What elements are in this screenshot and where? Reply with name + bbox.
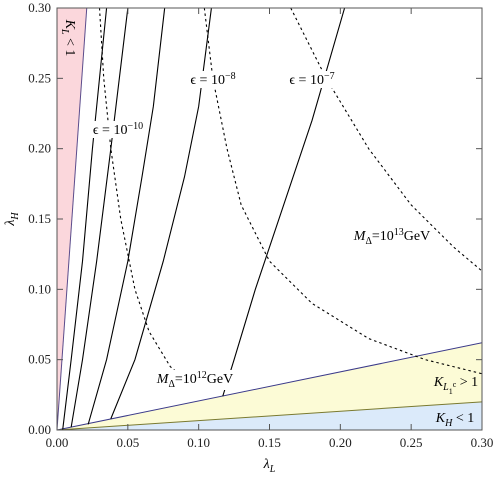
x-tick-label: 0.20 [329, 435, 352, 450]
label-part: M [156, 372, 170, 387]
label-part: 12 [197, 370, 207, 381]
label-bg [288, 71, 336, 88]
label-part: GeV [404, 229, 430, 244]
label-part: =10 [372, 229, 394, 244]
label: KL < 1 [59, 19, 77, 57]
label-part: −10 [127, 121, 143, 132]
label-part: H [444, 418, 453, 429]
label-part: GeV [207, 372, 233, 387]
label-part: −8 [225, 71, 236, 82]
x-tick-label: 0.25 [400, 435, 423, 450]
curve [87, 8, 166, 425]
label-bg [91, 121, 145, 138]
label-part: 13 [394, 227, 404, 238]
label: ϵ = 10−10 [93, 121, 143, 138]
label-bg [154, 370, 235, 390]
label-part: Δ [168, 379, 175, 390]
label-bg [189, 71, 237, 88]
label: λH [3, 212, 21, 227]
label-part: L [59, 28, 70, 35]
x-tick-label: 0.05 [116, 435, 139, 450]
label-part: K [435, 411, 446, 426]
curve [98, 8, 200, 392]
label-part: λ [263, 457, 270, 472]
label-part: L [442, 382, 449, 393]
label-part: c [453, 380, 457, 389]
curve [110, 8, 212, 419]
label-bg [351, 227, 432, 247]
curve [70, 8, 129, 428]
label-part: < 1 [452, 411, 474, 426]
label: MΔ=1012GeV [156, 370, 233, 390]
boundary-line [57, 342, 482, 430]
y-tick-label: 0.10 [28, 281, 51, 296]
y-tick-label: 0.25 [28, 70, 51, 85]
y-tick-label: 0.00 [28, 422, 51, 437]
label-part: 1 [449, 387, 453, 396]
x-tick-label: 0.10 [187, 435, 210, 450]
label-part: λ [3, 220, 18, 227]
label-part: =10 [175, 372, 197, 387]
y-tick-label: 0.20 [28, 141, 51, 156]
label: λL [263, 457, 276, 475]
label-part: L [269, 464, 276, 475]
y-tick-label: 0.15 [28, 211, 51, 226]
label-part: −7 [324, 71, 335, 82]
curve [290, 8, 482, 272]
label: ϵ = 10−8 [190, 71, 235, 88]
label-part: Δ [365, 236, 372, 247]
curve [203, 8, 482, 375]
curve [62, 8, 108, 430]
label-part: < 1 [62, 35, 77, 57]
label-part: K [62, 19, 77, 30]
label-part: H [10, 212, 21, 221]
label-part: ϵ = 10 [190, 73, 225, 88]
label: KL1c > 1 [433, 375, 478, 396]
x-tick-label: 0.00 [46, 435, 69, 450]
label: MΔ=1013GeV [353, 227, 430, 247]
label-part: K [433, 375, 444, 390]
curve [222, 8, 346, 397]
label-part: > 1 [456, 375, 478, 390]
label: KH < 1 [435, 411, 474, 429]
y-tick-label: 0.30 [28, 0, 51, 15]
label-part: ϵ = 10 [93, 123, 128, 138]
label-part: M [353, 229, 367, 244]
x-tick-label: 0.15 [258, 435, 281, 450]
label: ϵ = 10−7 [289, 71, 334, 88]
y-tick-label: 0.05 [28, 352, 51, 367]
x-tick-label: 0.30 [471, 435, 494, 450]
label-part: ϵ = 10 [289, 73, 324, 88]
